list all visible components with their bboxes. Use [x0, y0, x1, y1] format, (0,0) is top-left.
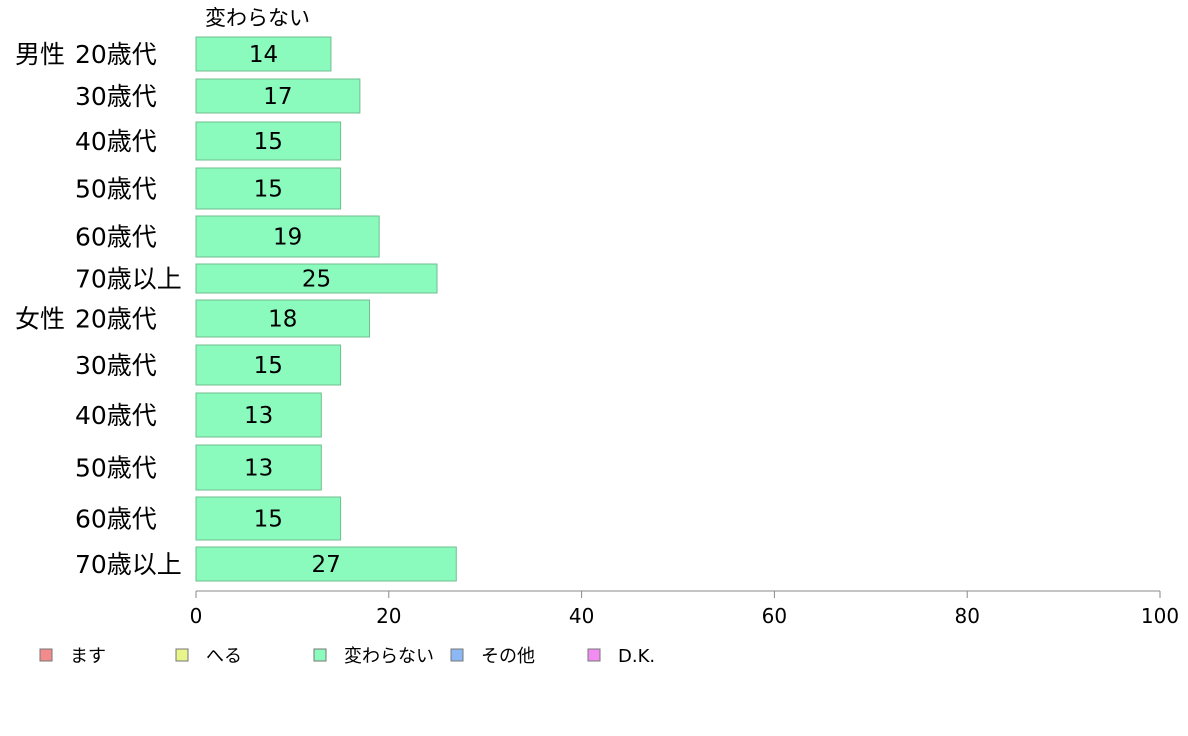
x-axis: 0 20 40 60 80 100: [190, 590, 1179, 628]
bar-value-label: 19: [273, 225, 302, 251]
bar-value-label: 17: [263, 84, 292, 110]
x-tick-label: 100: [1141, 604, 1179, 628]
bar-value-label: 15: [254, 507, 283, 533]
bar: [195, 121, 342, 161]
x-tick-label: 40: [569, 604, 594, 628]
bar-value-label: 15: [254, 177, 283, 203]
legend-swatch: [175, 648, 189, 662]
bar-value-label: 15: [254, 129, 283, 155]
legend: ます へる 変わらない その他 D.K.: [39, 646, 655, 667]
category-label: 60歳代: [75, 223, 157, 252]
legend-label: へる: [206, 646, 242, 667]
bar: [195, 263, 438, 294]
legend-swatch: [39, 648, 53, 662]
legend-label: D.K.: [618, 646, 655, 667]
bar: [195, 546, 457, 582]
legend-swatch: [313, 648, 327, 662]
bar: [195, 215, 380, 258]
category-label: 70歳以上: [75, 265, 182, 294]
category-label: 50歳代: [75, 454, 157, 483]
x-tick-label: 60: [762, 604, 787, 628]
category-label: 70歳以上: [75, 550, 182, 579]
bar: [195, 444, 322, 491]
column-header: 変わらない: [205, 6, 310, 30]
bar-value-label: 13: [244, 456, 273, 482]
legend-label: ます: [70, 646, 106, 667]
x-tick-label: 20: [376, 604, 401, 628]
legend-label: その他: [481, 646, 535, 667]
category-label: 30歳代: [75, 351, 157, 380]
bar: [195, 78, 361, 114]
category-label: 40歳代: [75, 401, 157, 430]
legend-swatch: [450, 648, 464, 662]
category-label: 50歳代: [75, 175, 157, 204]
group-label: 男性: [15, 40, 65, 69]
bar: [195, 36, 332, 72]
bar: [195, 299, 371, 338]
x-tick-label: 0: [190, 604, 203, 628]
bar-value-label: 14: [249, 42, 278, 68]
legend-swatch: [587, 648, 601, 662]
bar-value-label: 13: [244, 403, 273, 429]
bar-value-label: 27: [311, 552, 340, 578]
bar: [195, 167, 342, 210]
bar-value-label: 25: [302, 267, 331, 293]
bar: [195, 392, 322, 438]
bar: [195, 496, 342, 541]
category-label: 60歳代: [75, 505, 157, 534]
bar-value-label: 15: [254, 353, 283, 379]
category-label: 20歳代: [75, 40, 157, 69]
x-tick-label: 80: [954, 604, 979, 628]
bar-value-label: 18: [268, 307, 297, 333]
group-label: 女性: [15, 305, 65, 334]
category-label: 30歳代: [75, 82, 157, 111]
category-label: 20歳代: [75, 305, 157, 334]
legend-label: 変わらない: [344, 646, 434, 667]
bar: [195, 344, 342, 386]
category-label: 40歳代: [75, 127, 157, 156]
